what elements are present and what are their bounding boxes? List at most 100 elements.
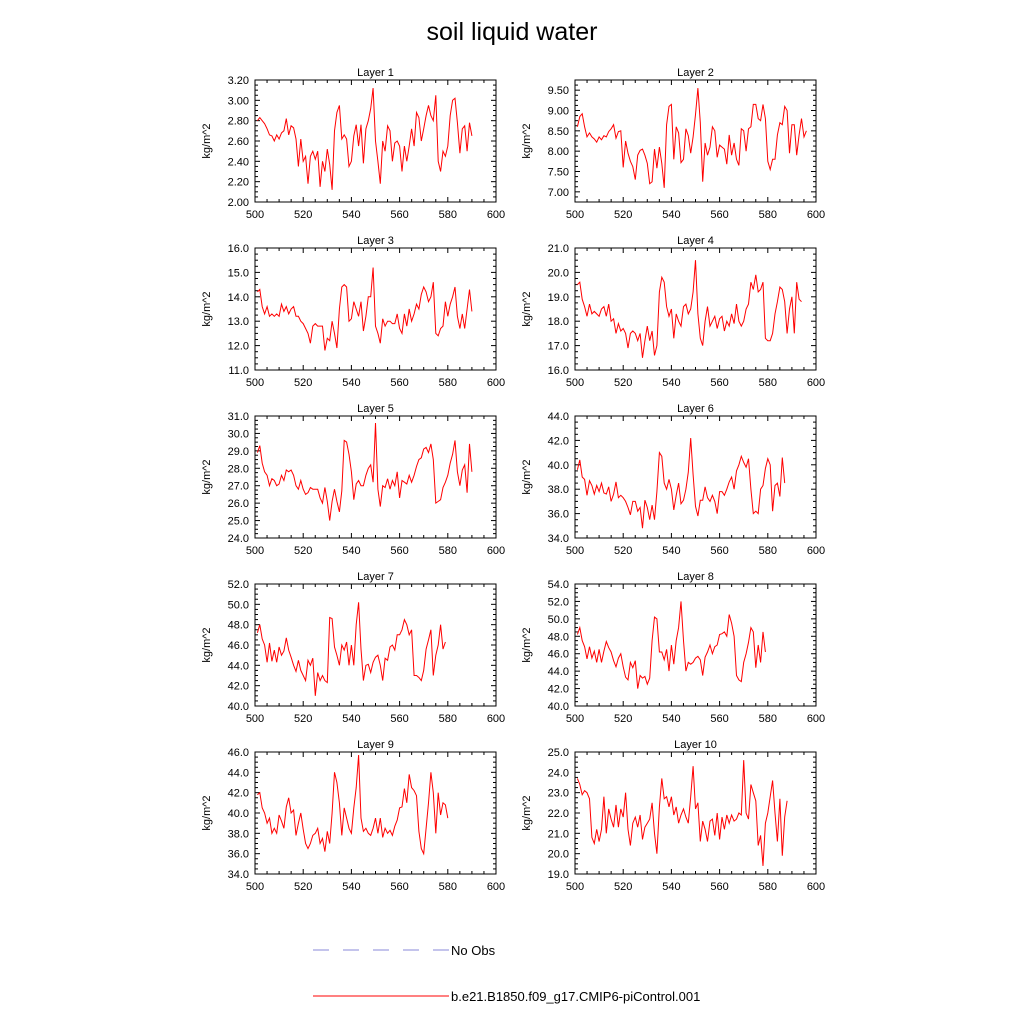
x-tick-label: 540 bbox=[662, 545, 680, 557]
panel-layer-9: Layer 9 kg/m^2 500 520 540 560 580 600 34.0 36.0 3… bbox=[201, 739, 505, 893]
x-tick-label: 560 bbox=[710, 713, 728, 725]
y-tick-label: 42.0 bbox=[548, 435, 569, 447]
y-tick-label: 19.0 bbox=[548, 292, 569, 304]
x-tick-label: 560 bbox=[710, 209, 728, 221]
panel-layer-10: Layer 10 kg/m^2 500 520 540 560 580 600 19.0 20.0… bbox=[521, 739, 825, 893]
panel-title: Layer 6 bbox=[677, 403, 714, 415]
x-tick-label: 520 bbox=[294, 881, 312, 893]
y-tick-label: 17.0 bbox=[548, 341, 569, 353]
y-tick-label: 25.0 bbox=[548, 747, 569, 759]
y-tick-label: 26.0 bbox=[228, 498, 249, 510]
y-tick-label: 16.0 bbox=[548, 365, 569, 377]
series-line-layer-4 bbox=[577, 260, 802, 358]
y-tick-label: 21.0 bbox=[548, 243, 569, 255]
y-tick-label: 30.0 bbox=[228, 428, 249, 440]
x-tick-label: 580 bbox=[759, 881, 777, 893]
panel-layer-2: Layer 2 kg/m^2 500 520 540 560 580 600 7.00 7.50 8… bbox=[521, 67, 825, 221]
y-tick-label: 44.0 bbox=[548, 411, 569, 423]
y-tick-label: 7.00 bbox=[548, 187, 569, 199]
x-tick-label: 520 bbox=[614, 713, 632, 725]
y-tick-label: 3.20 bbox=[228, 75, 249, 87]
panel-title: Layer 8 bbox=[677, 571, 714, 583]
x-tick-label: 520 bbox=[294, 377, 312, 389]
series-line-layer-9 bbox=[257, 754, 449, 856]
panel-title: Layer 1 bbox=[357, 67, 394, 79]
x-tick-label: 540 bbox=[342, 713, 360, 725]
y-tick-label: 42.0 bbox=[548, 684, 569, 696]
panel-layer-8: Layer 8 kg/m^2 500 520 540 560 580 600 40.0 42.0 4… bbox=[521, 571, 825, 725]
y-tick-label: 11.0 bbox=[228, 365, 249, 377]
x-tick-label: 500 bbox=[246, 713, 264, 725]
y-tick-label: 20.0 bbox=[548, 849, 569, 861]
panel-title: Layer 7 bbox=[357, 571, 394, 583]
series-line-layer-3 bbox=[257, 267, 473, 351]
y-tick-label: 24.0 bbox=[228, 533, 249, 545]
x-tick-label: 520 bbox=[294, 545, 312, 557]
y-tick-label: 34.0 bbox=[228, 869, 249, 881]
y-tick-label: 40.0 bbox=[548, 701, 569, 713]
y-tick-label: 42.0 bbox=[228, 681, 249, 693]
x-tick-label: 600 bbox=[807, 545, 825, 557]
x-tick-label: 600 bbox=[807, 713, 825, 725]
y-tick-label: 46.0 bbox=[228, 640, 249, 652]
y-tick-label: 46.0 bbox=[228, 747, 249, 759]
x-tick-label: 560 bbox=[710, 377, 728, 389]
x-tick-label: 600 bbox=[807, 209, 825, 221]
y-tick-label: 38.0 bbox=[228, 828, 249, 840]
legend: No Obs b.e21.B1850.f09_g17.CMIP6-piContr… bbox=[313, 943, 700, 1004]
x-tick-label: 560 bbox=[390, 881, 408, 893]
y-axis-label: kg/m^2 bbox=[201, 123, 213, 158]
y-tick-label: 3.00 bbox=[228, 95, 249, 107]
x-tick-label: 500 bbox=[246, 209, 264, 221]
y-tick-label: 44.0 bbox=[548, 666, 569, 678]
x-tick-label: 580 bbox=[439, 377, 457, 389]
panel-title: Layer 3 bbox=[357, 235, 394, 247]
y-tick-label: 23.0 bbox=[548, 788, 569, 800]
x-tick-label: 520 bbox=[614, 209, 632, 221]
x-tick-label: 600 bbox=[807, 881, 825, 893]
y-tick-label: 28.0 bbox=[228, 463, 249, 475]
panel-title: Layer 5 bbox=[357, 403, 394, 415]
x-tick-label: 500 bbox=[566, 545, 584, 557]
y-tick-label: 13.0 bbox=[228, 316, 249, 328]
x-tick-label: 600 bbox=[487, 377, 505, 389]
x-tick-label: 520 bbox=[614, 545, 632, 557]
x-tick-label: 580 bbox=[439, 881, 457, 893]
x-tick-label: 580 bbox=[439, 545, 457, 557]
y-tick-label: 42.0 bbox=[228, 788, 249, 800]
y-axis-label: kg/m^2 bbox=[521, 123, 533, 158]
x-tick-label: 540 bbox=[342, 545, 360, 557]
x-tick-label: 580 bbox=[439, 713, 457, 725]
x-tick-label: 540 bbox=[342, 881, 360, 893]
panel-title: Layer 9 bbox=[357, 739, 394, 751]
y-tick-label: 20.0 bbox=[548, 267, 569, 279]
x-tick-label: 520 bbox=[614, 377, 632, 389]
y-tick-label: 36.0 bbox=[548, 509, 569, 521]
y-tick-label: 46.0 bbox=[548, 649, 569, 661]
series-line-layer-5 bbox=[256, 422, 473, 521]
y-tick-label: 2.80 bbox=[228, 116, 249, 128]
x-tick-label: 520 bbox=[294, 209, 312, 221]
x-tick-label: 600 bbox=[487, 545, 505, 557]
y-tick-label: 54.0 bbox=[548, 579, 569, 591]
x-tick-label: 580 bbox=[439, 209, 457, 221]
legend-label-no-obs: No Obs bbox=[451, 943, 496, 958]
x-tick-label: 560 bbox=[390, 377, 408, 389]
plot-frame bbox=[574, 415, 817, 539]
x-tick-label: 600 bbox=[807, 377, 825, 389]
y-tick-label: 21.0 bbox=[548, 828, 569, 840]
y-axis-label: kg/m^2 bbox=[201, 627, 213, 662]
y-tick-label: 8.00 bbox=[548, 146, 569, 158]
y-tick-label: 16.0 bbox=[228, 243, 249, 255]
y-tick-label: 31.0 bbox=[228, 411, 249, 423]
panel-grid: Layer 1 kg/m^2 500 520 540 560 580 600 2.00 2.20 2… bbox=[201, 67, 825, 893]
x-tick-label: 540 bbox=[662, 209, 680, 221]
x-tick-label: 560 bbox=[390, 545, 408, 557]
y-tick-label: 12.0 bbox=[228, 341, 249, 353]
x-tick-label: 540 bbox=[662, 881, 680, 893]
x-tick-label: 580 bbox=[759, 713, 777, 725]
y-tick-label: 25.0 bbox=[228, 516, 249, 528]
series-line-layer-10 bbox=[576, 760, 788, 866]
y-axis-label: kg/m^2 bbox=[521, 795, 533, 830]
y-axis-label: kg/m^2 bbox=[201, 795, 213, 830]
